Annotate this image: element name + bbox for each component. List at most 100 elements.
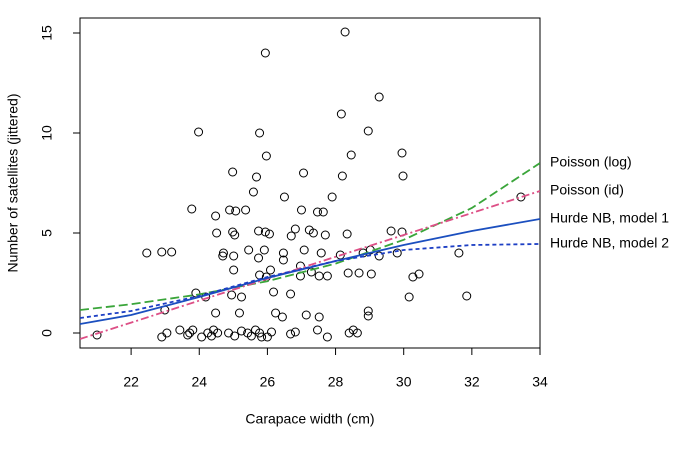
data-point: [346, 150, 356, 160]
x-tick-label: 30: [396, 374, 412, 390]
data-point: [374, 92, 384, 102]
data-point: [278, 248, 288, 258]
data-point: [308, 228, 318, 238]
data-point: [366, 269, 376, 279]
data-point: [290, 327, 300, 337]
y-tick-label: 15: [39, 25, 55, 41]
data-point: [343, 268, 353, 278]
data-point: [228, 167, 238, 177]
plot-area: [80, 27, 540, 342]
data-point: [211, 308, 221, 318]
data-point: [237, 292, 247, 302]
data-point: [259, 245, 269, 255]
data-point: [213, 328, 223, 338]
data-point: [262, 332, 272, 342]
data-point: [404, 292, 414, 302]
data-point: [286, 329, 296, 339]
data-point: [266, 327, 276, 337]
data-point: [218, 251, 228, 261]
data-point: [157, 247, 167, 257]
data-point: [342, 229, 352, 239]
y-tick-label: 5: [39, 229, 55, 237]
data-point: [314, 271, 324, 281]
data-point: [167, 247, 177, 257]
data-point: [229, 251, 239, 261]
legend-label: Hurde NB, model 2: [550, 235, 669, 251]
data-point: [157, 332, 167, 342]
x-tick-label: 24: [191, 374, 207, 390]
data-point: [188, 325, 198, 335]
data-point: [244, 245, 254, 255]
data-point: [231, 206, 241, 216]
data-point: [228, 227, 238, 237]
data-point: [408, 272, 418, 282]
data-point: [212, 228, 222, 238]
y-tick-label: 0: [39, 329, 55, 337]
data-point: [398, 171, 408, 181]
plot-frame: [79, 17, 541, 349]
legend-label: Poisson (id): [550, 182, 624, 198]
data-point: [306, 267, 316, 277]
data-point: [314, 312, 324, 322]
data-point: [312, 325, 322, 335]
data-point: [185, 328, 195, 338]
data-point: [301, 310, 311, 320]
data-point: [260, 48, 270, 58]
legend-label: Poisson (log): [550, 154, 632, 170]
x-axis-title: Carapace width (cm): [245, 411, 374, 427]
y-tick-label: 10: [39, 125, 55, 141]
data-point: [516, 192, 526, 202]
data-point: [312, 207, 322, 217]
data-point: [197, 332, 207, 342]
data-point: [265, 265, 275, 275]
data-point: [320, 230, 330, 240]
data-point: [354, 268, 364, 278]
data-point: [363, 311, 373, 321]
data-point: [264, 229, 274, 239]
data-point: [269, 287, 279, 297]
y-axis-title: Number of satellites (jittered): [5, 94, 21, 273]
x-tick-label: 28: [328, 374, 344, 390]
data-point: [252, 172, 262, 182]
fit-line: [80, 190, 540, 340]
data-point: [183, 330, 193, 340]
data-point: [386, 226, 396, 236]
data-point: [162, 328, 172, 338]
data-point: [257, 332, 267, 342]
data-point: [230, 230, 240, 240]
x-tick-label: 22: [123, 374, 139, 390]
data-point: [241, 205, 251, 215]
data-point: [142, 248, 152, 258]
data-point: [260, 227, 270, 237]
data-point: [286, 231, 296, 241]
data-point: [175, 325, 185, 335]
x-tick-label: 26: [260, 374, 276, 390]
data-point: [279, 192, 289, 202]
data-point: [248, 187, 258, 197]
data-point: [322, 332, 332, 342]
data-point: [237, 326, 247, 336]
data-point: [224, 328, 234, 338]
data-point: [397, 148, 407, 158]
data-point: [92, 330, 102, 340]
data-point: [336, 109, 346, 119]
data-point: [340, 27, 350, 37]
data-point: [211, 211, 221, 221]
data-point: [286, 289, 296, 299]
fit-line: [80, 162, 540, 311]
data-point: [299, 168, 309, 178]
data-point: [261, 151, 271, 161]
data-point: [227, 290, 237, 300]
data-point: [254, 253, 264, 263]
data-point: [337, 171, 347, 181]
data-point: [322, 271, 332, 281]
x-tick-label: 34: [532, 374, 548, 390]
data-point: [363, 126, 373, 136]
data-point: [363, 306, 373, 316]
legend-label: Hurde NB, model 1: [550, 210, 669, 226]
data-point: [316, 248, 326, 258]
data-point: [194, 127, 204, 137]
data-point: [230, 331, 240, 341]
data-point: [374, 251, 384, 261]
